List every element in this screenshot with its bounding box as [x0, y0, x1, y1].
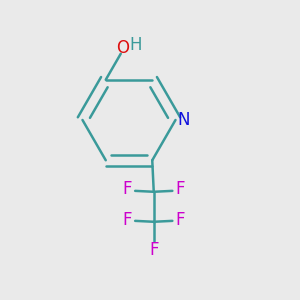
Text: F: F: [149, 241, 158, 259]
Text: F: F: [176, 180, 185, 198]
Text: F: F: [123, 180, 132, 198]
Text: H: H: [129, 36, 141, 54]
Text: F: F: [176, 211, 185, 229]
Text: F: F: [123, 211, 132, 229]
Text: O: O: [116, 39, 129, 57]
Text: N: N: [178, 111, 190, 129]
